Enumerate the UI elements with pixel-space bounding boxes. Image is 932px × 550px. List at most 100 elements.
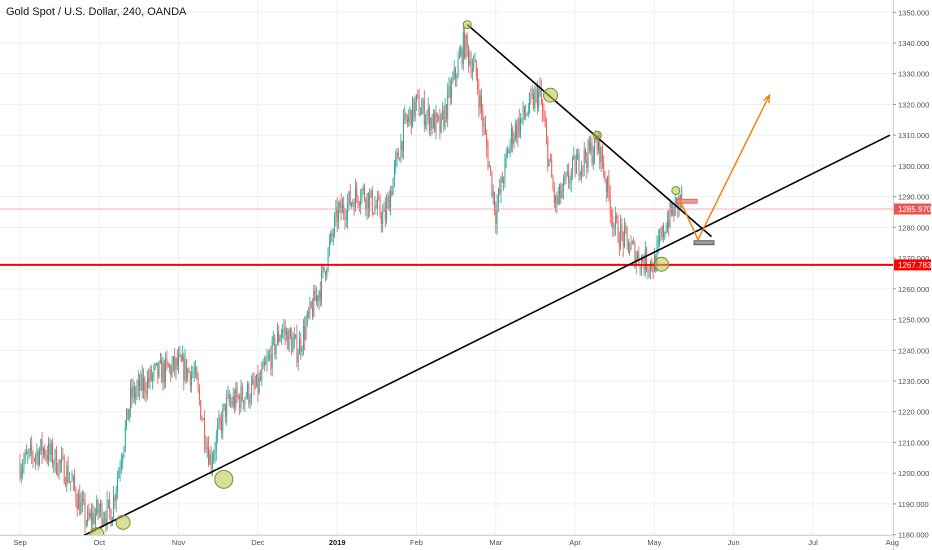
candle-body (637, 253, 638, 259)
descending-trendline[interactable] (466, 23, 713, 238)
candle-body (557, 196, 559, 204)
candle-body (146, 377, 148, 394)
candle-body (106, 500, 108, 524)
candle-body (595, 137, 597, 143)
price-tick-label: 1270.000 (898, 254, 929, 263)
candle-body (330, 232, 332, 243)
candle-body (288, 329, 290, 350)
time-axis-label: Mar (489, 538, 502, 547)
candle-body (128, 409, 130, 420)
candle-body (435, 113, 437, 133)
candle-body (431, 118, 433, 128)
candle-body (492, 192, 494, 196)
candle-body (80, 501, 82, 515)
candle-body (620, 224, 622, 247)
candle-body (191, 374, 193, 386)
candle-body (429, 107, 430, 131)
candle-body (419, 114, 421, 116)
candle-body (278, 331, 280, 342)
candle-body (400, 141, 402, 161)
candle-body (159, 360, 161, 363)
projection-path[interactable] (677, 94, 771, 242)
candle-body (612, 216, 614, 229)
candle-body (166, 358, 168, 363)
candle-body (226, 396, 228, 417)
candle-body (673, 207, 675, 216)
candle-body (140, 374, 142, 391)
candle-body (71, 480, 73, 482)
candle-body (412, 98, 414, 128)
candle-body (573, 156, 575, 159)
candle-body (538, 90, 540, 108)
candle-body (274, 336, 276, 355)
candle-body (501, 176, 503, 183)
touch-point-marker (462, 20, 472, 30)
candle-body (213, 454, 215, 461)
candle-body (404, 113, 406, 119)
candle-body (185, 359, 187, 379)
candle-body (418, 95, 420, 116)
candle-body (544, 119, 546, 127)
candle-body (503, 181, 505, 183)
candle-body (369, 195, 371, 211)
candle-body (104, 518, 105, 520)
candle-body (124, 426, 126, 447)
candle-body (92, 513, 94, 524)
candle-body (50, 444, 52, 455)
candle-body (575, 159, 577, 174)
candle-body (562, 178, 564, 192)
candle-body (53, 463, 55, 465)
candle-body (473, 62, 475, 69)
candle-body (586, 159, 588, 168)
candle-body (45, 455, 47, 457)
candle-body (529, 94, 531, 112)
candle-body (206, 446, 208, 450)
candle-body (107, 499, 109, 501)
candle-body (293, 336, 295, 341)
candle-body (656, 243, 658, 271)
candle-body (561, 191, 563, 198)
candle-body (507, 150, 508, 154)
candle-body (542, 103, 544, 113)
candle-body (156, 362, 157, 365)
candle-body (393, 165, 395, 179)
time-axis[interactable]: Sep Oct Nov Dec 2019 Feb Mar Apr May Jun Jul Aug (0, 535, 899, 550)
candle-body (48, 443, 50, 460)
candle-body (196, 367, 198, 380)
candle-body (356, 187, 358, 197)
candle-body (512, 128, 514, 144)
candle-body (54, 449, 56, 464)
candle-body (395, 157, 397, 166)
candle-body (354, 187, 356, 212)
candle-body (61, 456, 63, 464)
candle-body (596, 142, 598, 151)
candle-body (380, 215, 382, 224)
candle-body (406, 119, 408, 122)
candle-body (210, 454, 212, 468)
time-axis-label: Apr (569, 538, 581, 547)
price-tick-label: 1260.000 (898, 285, 929, 294)
grid (0, 0, 893, 536)
candle-body (275, 344, 277, 355)
ascending-trendline[interactable] (42, 134, 891, 550)
candle-body (222, 408, 224, 432)
candle-body (37, 451, 39, 465)
candle-body (629, 249, 631, 253)
candle-body (470, 60, 472, 74)
price-axis[interactable]: 1180.000 1190.000 1200.000 1210.000 1220.000… (893, 0, 932, 550)
projection-arrowhead (762, 93, 771, 104)
candle-body (219, 417, 221, 421)
candle-body (516, 124, 518, 138)
candle-body (305, 322, 307, 340)
candle-body (339, 201, 341, 208)
candle-body (319, 291, 321, 299)
candle-body (174, 356, 176, 370)
candle-body (24, 451, 26, 461)
candle-body (377, 198, 378, 208)
candle-body (652, 268, 654, 272)
candle-body (594, 137, 596, 157)
candle-body (530, 94, 532, 95)
candle-body (331, 232, 333, 236)
